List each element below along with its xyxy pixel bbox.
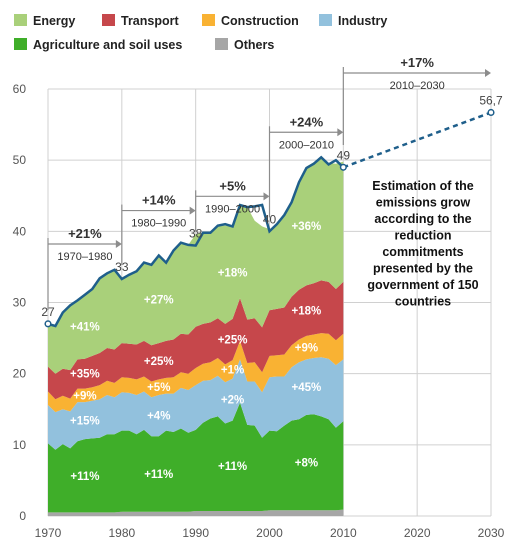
annotation-layer: 27 33 38 40 49 56,7 +21% 1970–1980 +14% 1980–1990…: [41, 55, 503, 319]
note-line: countries: [395, 295, 451, 309]
period-label: 2010–2030: [390, 80, 445, 92]
y-tick-label: 50: [13, 153, 27, 167]
legend-swatch: [215, 38, 228, 50]
segment-label: +35%: [70, 369, 100, 381]
legend-item: Construction: [202, 14, 299, 28]
x-tick-label: 1990: [182, 526, 209, 540]
segment-label: +1%: [221, 364, 244, 376]
period-label: 1990–2000: [205, 203, 260, 215]
legend-item: Industry: [319, 14, 387, 28]
y-tick-label: 40: [13, 224, 27, 238]
segment-label: +8%: [295, 458, 318, 470]
x-tick-label: 2010: [330, 526, 357, 540]
x-tick-label: 1970: [35, 526, 62, 540]
x-tick-label: 2030: [478, 526, 505, 540]
segment-label: +11%: [218, 461, 247, 473]
legend-label: Energy: [33, 14, 75, 28]
area-agriculture-and-soil-uses: [48, 402, 344, 513]
point-label: 33: [115, 260, 129, 274]
legend-swatch: [14, 38, 27, 50]
arrowhead: [485, 69, 491, 77]
arrowhead: [263, 192, 270, 201]
x-tick-label: 2020: [404, 526, 431, 540]
data-point-marker: [487, 108, 495, 117]
arrowhead: [189, 206, 196, 215]
note-line: Estimation of the: [372, 179, 473, 193]
stacked-area-layer: +41% +35% +9% +15% +11% +27% +25% +5% +4% +11% +18…: [48, 157, 344, 516]
point-label: 49: [337, 148, 351, 162]
note-line: government of 150: [367, 278, 478, 292]
area-construction: [48, 333, 344, 413]
x-tick-label: 1980: [108, 526, 135, 540]
point-label: 56,7: [479, 93, 503, 107]
y-tick-label: 30: [13, 296, 27, 310]
segment-label: +18%: [292, 306, 322, 318]
segment-label: +11%: [70, 471, 99, 483]
x-tick-label: 2000: [256, 526, 283, 540]
growth-percent-label: +14%: [142, 193, 176, 208]
segment-label: +27%: [144, 294, 174, 306]
legend-swatch: [202, 14, 215, 26]
data-point-marker: [339, 163, 347, 171]
segment-label: +11%: [144, 469, 173, 481]
y-tick-label: 20: [13, 367, 27, 381]
segment-label: +36%: [292, 221, 322, 233]
total-line-layer: [44, 108, 495, 328]
data-point-marker: [44, 320, 52, 328]
area-industry: [48, 357, 344, 450]
segment-label: +41%: [70, 322, 100, 334]
period-label: 1970–1980: [57, 251, 112, 263]
legend-swatch: [102, 14, 115, 26]
note-line: presented by the: [373, 262, 473, 276]
growth-percent-label: +17%: [400, 55, 434, 70]
area-transport: [48, 280, 344, 400]
note-line: according to the: [374, 212, 471, 226]
legend-item: Others: [215, 38, 274, 52]
growth-percent-label: +5%: [219, 178, 246, 193]
segment-label: +25%: [144, 356, 174, 368]
legend-label: Industry: [338, 14, 387, 28]
legend-label: Transport: [121, 14, 179, 28]
point-label: 27: [41, 305, 55, 319]
point-label: 38: [189, 227, 203, 241]
segment-label: +18%: [218, 268, 248, 280]
legend-label: Others: [234, 38, 274, 52]
segment-label: +5%: [147, 382, 170, 394]
growth-percent-label: +21%: [68, 226, 102, 241]
projection-note: Estimation of the emissions grow according…: [367, 179, 478, 309]
legend-swatch: [319, 14, 332, 26]
period-label: 2000–2010: [279, 139, 334, 151]
arrowhead: [337, 128, 344, 137]
point-label: 40: [263, 212, 277, 226]
segment-label: +9%: [73, 390, 96, 402]
segment-label: +4%: [147, 411, 170, 423]
legend-label: Agriculture and soil uses: [33, 38, 182, 52]
segment-label: +45%: [292, 382, 322, 394]
growth-percent-label: +24%: [290, 114, 324, 129]
y-tick-label: 10: [13, 438, 27, 452]
legend-item: Transport: [102, 14, 179, 28]
segment-label: +25%: [218, 335, 248, 347]
legend-item: Energy: [14, 14, 75, 28]
segment-label: +9%: [295, 343, 318, 355]
note-line: emissions grow: [376, 196, 471, 210]
arrowhead: [115, 240, 122, 249]
legend-label: Construction: [221, 14, 299, 28]
legend: Energy Transport Construction Industry Agric…: [14, 14, 387, 52]
note-line: commitments: [382, 245, 463, 259]
period-label: 1980–1990: [131, 218, 186, 230]
area-others: [48, 509, 344, 516]
segment-label: +2%: [221, 395, 244, 407]
note-line: reduction: [395, 229, 452, 243]
legend-item: Agriculture and soil uses: [14, 38, 182, 52]
total-emissions-line: [47, 155, 345, 328]
y-tick-label: 0: [19, 509, 26, 523]
segment-label: +15%: [70, 416, 100, 428]
area-energy: [48, 157, 344, 374]
legend-swatch: [14, 14, 27, 26]
y-tick-label: 60: [13, 82, 27, 96]
